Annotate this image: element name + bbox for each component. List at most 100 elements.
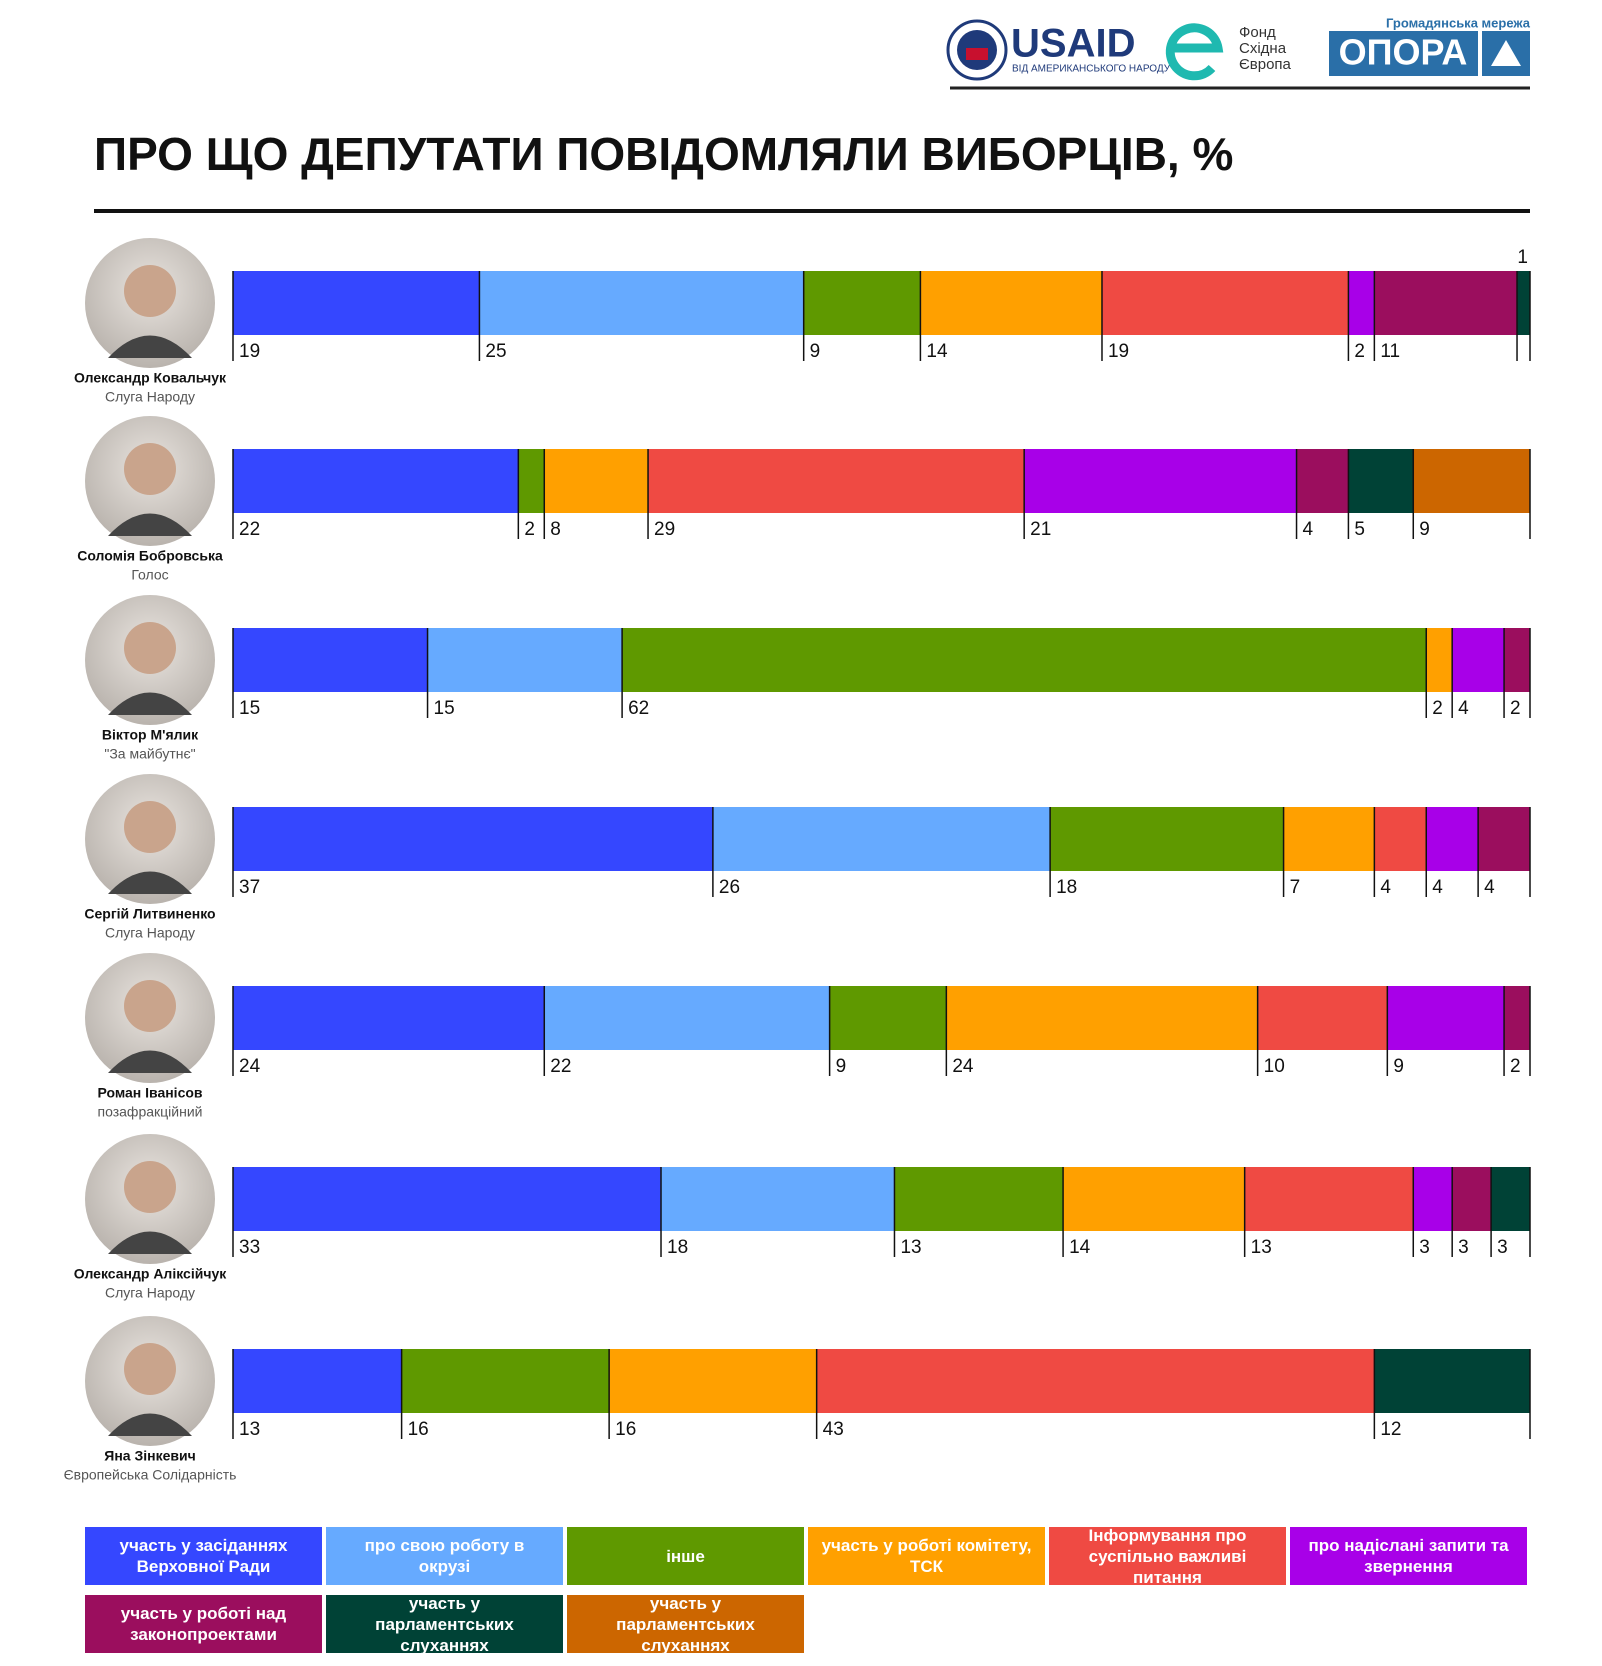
bar-segment — [1348, 449, 1414, 513]
value-label: 2 — [1510, 1056, 1521, 1077]
fund-text: Європа — [1239, 56, 1292, 73]
photo-head — [124, 980, 176, 1032]
bar-segment — [233, 449, 519, 513]
bar-segment — [1413, 449, 1530, 513]
value-label: 18 — [1056, 877, 1077, 898]
bar-segment — [1452, 628, 1505, 692]
bar-segment — [816, 1349, 1375, 1413]
bar-segment — [233, 1167, 662, 1231]
bar-segment — [946, 986, 1258, 1050]
bar-segment — [803, 271, 921, 335]
bar-segment — [233, 628, 428, 692]
legend-entry: участь у роботі комітету, ТСК — [808, 1527, 1045, 1585]
value-label: 22 — [550, 1056, 571, 1077]
value-label: 15 — [239, 698, 260, 719]
bar-segment — [1296, 449, 1349, 513]
bar-segment — [233, 1349, 402, 1413]
value-label: 7 — [1290, 877, 1301, 898]
bar-segment — [661, 1167, 895, 1231]
fund-logo — [1165, 23, 1224, 81]
photo-body — [108, 871, 192, 894]
bar-segment — [1504, 628, 1530, 692]
value-label: 16 — [408, 1419, 429, 1440]
value-label: 2 — [524, 519, 535, 540]
bar-segment — [1374, 807, 1427, 871]
value-label: 4 — [1380, 877, 1391, 898]
bar-segment — [609, 1349, 817, 1413]
value-label: 2 — [1354, 341, 1365, 362]
value-label: 4 — [1303, 519, 1314, 540]
bar-segment — [894, 1167, 1064, 1231]
value-label: 5 — [1354, 519, 1365, 540]
value-label: 3 — [1458, 1237, 1469, 1258]
legend-entry: про надіслані запити та звернення — [1290, 1527, 1527, 1585]
value-label: 62 — [628, 698, 649, 719]
bar-segment — [544, 449, 649, 513]
person-party: Європейська Солідарність — [64, 1467, 237, 1483]
legend-entry: інше — [567, 1527, 804, 1585]
value-label: 19 — [239, 341, 260, 362]
person-name: Віктор М'ялик — [102, 727, 199, 743]
value-label: 2 — [1510, 698, 1521, 719]
bar-segment — [518, 449, 545, 513]
person-name: Олександр Аліксійчук — [74, 1266, 227, 1282]
value-label: 16 — [615, 1419, 636, 1440]
value-label: 26 — [719, 877, 740, 898]
person-party: "За майбутнє" — [104, 746, 195, 762]
bar-segment — [1413, 1167, 1453, 1231]
fund-text: Фонд — [1239, 24, 1276, 41]
value-label: 8 — [550, 519, 561, 540]
bar-segment — [233, 986, 545, 1050]
bar-segment — [427, 628, 623, 692]
value-label: 24 — [239, 1056, 261, 1077]
bar-segment — [1426, 628, 1453, 692]
bar-segment — [1101, 271, 1349, 335]
photo-body — [108, 513, 192, 536]
person-name: Сергій Литвиненко — [84, 906, 215, 922]
bar-segment — [1517, 271, 1530, 335]
person-name: Яна Зінкевич — [104, 1448, 195, 1464]
person-name: Олександр Ковальчук — [74, 370, 227, 386]
value-label: 19 — [1108, 341, 1129, 362]
value-label: 3 — [1497, 1237, 1508, 1258]
legend-entry: участь у парламентських слуханнях — [326, 1594, 563, 1655]
opora-logo: ОПОРА — [1339, 32, 1468, 73]
value-label: 33 — [239, 1237, 260, 1258]
person-party: позафракційний — [98, 1104, 203, 1120]
value-label: 4 — [1432, 877, 1443, 898]
value-label: 29 — [654, 519, 675, 540]
person-party: Слуга Народу — [105, 925, 195, 941]
value-label: 2 — [1432, 698, 1443, 719]
value-label: 11 — [1380, 341, 1400, 362]
person-party: Слуга Народу — [105, 1285, 195, 1301]
value-label: 13 — [900, 1237, 921, 1258]
value-label: 24 — [952, 1056, 974, 1077]
legend-entry: участь у парламентських слуханнях — [567, 1594, 804, 1655]
value-label: 1 — [1517, 247, 1528, 268]
usaid-tagline: ВІД АМЕРИКАНСЬКОГО НАРОДУ — [1012, 64, 1171, 75]
value-label: 37 — [239, 877, 260, 898]
value-label: 15 — [434, 698, 455, 719]
value-label: 13 — [1251, 1237, 1272, 1258]
value-label: 9 — [836, 1056, 847, 1077]
bar-segment — [1050, 807, 1284, 871]
legend-entry: участь у роботі над законопроектами — [85, 1595, 322, 1653]
bar-segment — [829, 986, 947, 1050]
bar-segment — [1283, 807, 1375, 871]
value-label: 43 — [823, 1419, 844, 1440]
bar-segment — [1374, 271, 1518, 335]
value-label: 3 — [1419, 1237, 1430, 1258]
value-label: 21 — [1030, 519, 1051, 540]
bar-segment — [233, 807, 713, 871]
value-label: 14 — [1069, 1237, 1091, 1258]
opora-triangle — [1491, 40, 1521, 66]
bar-segment — [920, 271, 1102, 335]
bar-segment — [1024, 449, 1297, 513]
photo-head — [124, 1343, 176, 1395]
person-party: Слуга Народу — [105, 389, 195, 405]
value-label: 12 — [1380, 1419, 1401, 1440]
legend-entry: про свою роботу в окрузі — [326, 1527, 563, 1585]
bar-segment — [401, 1349, 610, 1413]
bar-segment — [1257, 986, 1388, 1050]
